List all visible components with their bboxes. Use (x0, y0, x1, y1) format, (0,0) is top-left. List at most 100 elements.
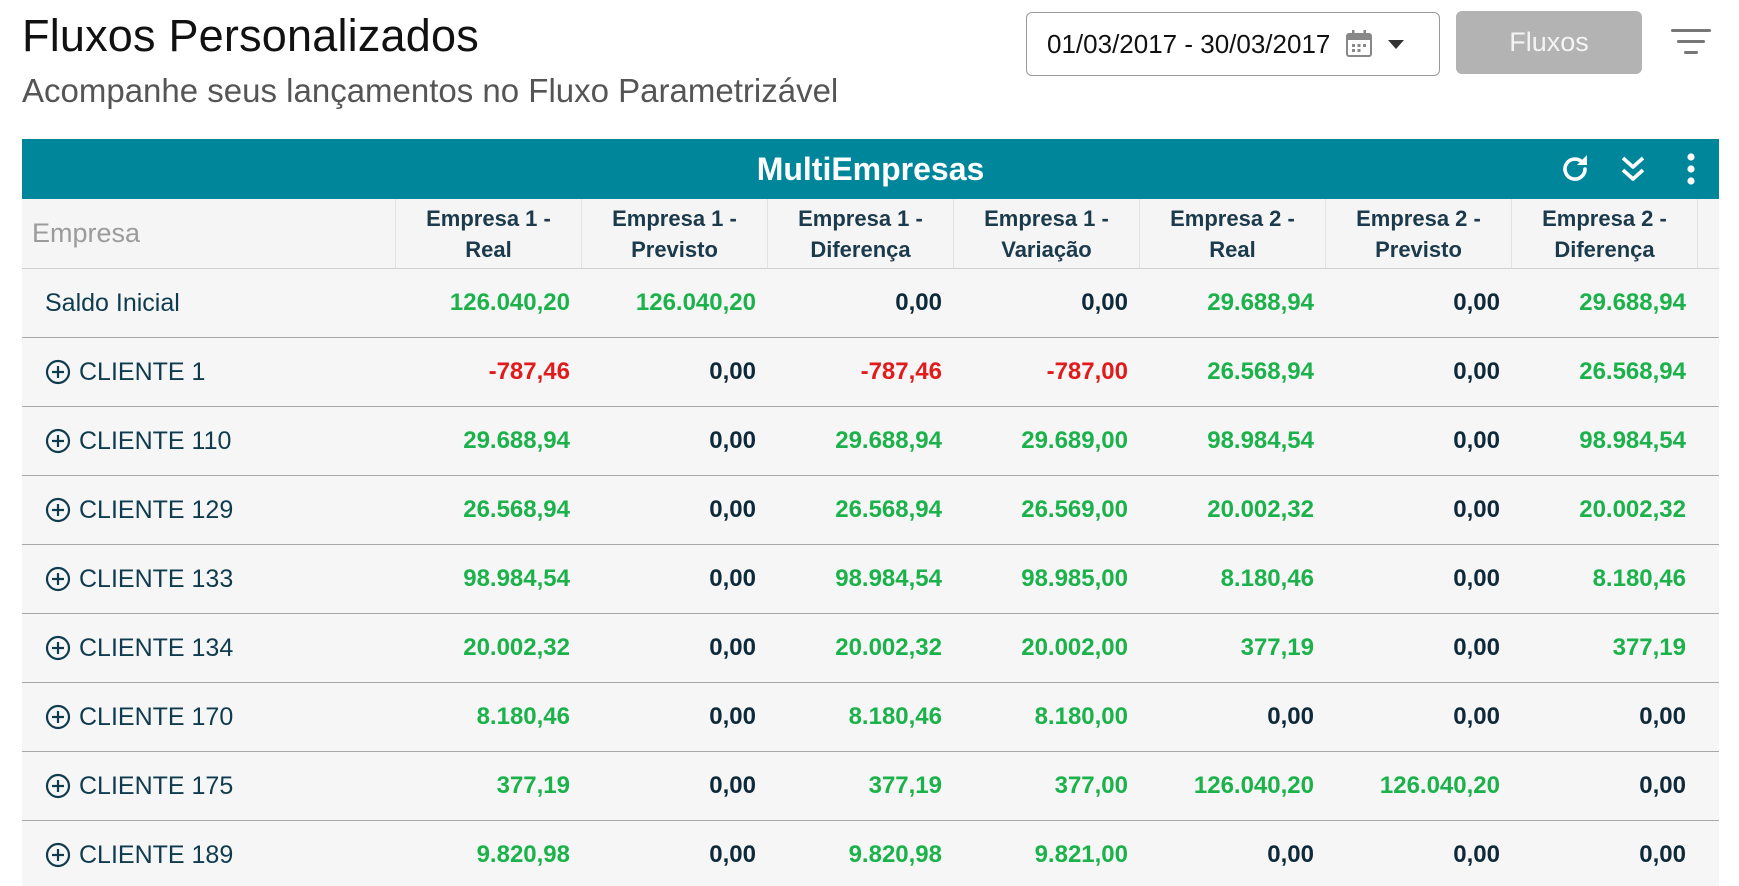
row-label: CLIENTE 175 (79, 771, 234, 800)
panel-title: MultiEmpresas (756, 150, 985, 187)
panel-actions (1555, 139, 1711, 199)
expand-plus-icon[interactable] (45, 497, 71, 523)
column-header-empresa-2-real[interactable]: Empresa 2 - Real (1140, 199, 1326, 268)
row-label-cell[interactable]: CLIENTE 129 (22, 476, 396, 544)
row-label: CLIENTE 129 (79, 495, 234, 524)
table-cell-value: -787,46 (860, 358, 942, 385)
table-cell-value: 0,00 (709, 358, 756, 385)
panel-header: MultiEmpresas (22, 139, 1719, 199)
table-cell-value: 29.688,94 (463, 427, 570, 454)
column-header-empresa-1-diferenca[interactable]: Empresa 1 - Diferença (768, 199, 954, 268)
table-cell-value: 0,00 (1267, 703, 1314, 730)
table-cell-value: 20.002,32 (835, 634, 942, 661)
table-cell-value: 98.984,54 (1579, 427, 1686, 454)
column-header-empresa-1-variacao[interactable]: Empresa 1 - Variação (954, 199, 1140, 268)
table-cell-value: 0,00 (1639, 772, 1686, 799)
table-cell-value: 98.984,54 (463, 565, 570, 592)
table-cell-value: 98.984,54 (1207, 427, 1314, 454)
table-cell-value: 26.568,94 (1207, 358, 1314, 385)
table-cell-value: 126.040,20 (449, 289, 570, 316)
expand-plus-icon[interactable] (45, 635, 71, 661)
table-cell-value: 0,00 (1453, 496, 1500, 523)
double-chevron-down-icon[interactable] (1613, 149, 1653, 189)
table-row[interactable]: CLIENTE 1 -787,46 0,00 -787,46 -787,00 26.568… (22, 338, 1719, 407)
table-cell-value: 0,00 (1639, 703, 1686, 730)
table-cell-value: 0,00 (709, 841, 756, 868)
table-cell-value: 8.180,46 (848, 703, 942, 730)
table-cell-value: 29.688,94 (1207, 289, 1314, 316)
table-body: Saldo Inicial 126.040,20 126.040,20 0,00 0,0… (22, 269, 1719, 886)
page-subtitle: Acompanhe seus lançamentos no Fluxo Para… (22, 72, 839, 109)
expand-plus-icon[interactable] (45, 773, 71, 799)
row-label-cell[interactable]: CLIENTE 189 (22, 821, 396, 886)
table-cell-value: -787,46 (488, 358, 570, 385)
table-cell-value: 126.040,20 (1193, 772, 1314, 799)
refresh-icon[interactable] (1555, 149, 1595, 189)
column-header-empresa[interactable]: Empresa (22, 199, 396, 268)
row-label-cell[interactable]: CLIENTE 170 (22, 683, 396, 751)
table-cell-value: 26.568,94 (463, 496, 570, 523)
expand-plus-icon[interactable] (45, 359, 71, 385)
table-cell-value: 29.688,94 (1579, 289, 1686, 316)
column-header-empresa-2-diferenca[interactable]: Empresa 2 - Diferença (1512, 199, 1698, 268)
table-cell-value: 0,00 (709, 703, 756, 730)
multiempresas-panel: MultiEmpresas (22, 139, 1719, 886)
table-cell-value: 377,19 (868, 772, 942, 799)
table-cell-value: 29.688,94 (835, 427, 942, 454)
table-cell-value: 0,00 (1453, 358, 1500, 385)
table-cell-value: 8.180,46 (476, 703, 570, 730)
expand-plus-icon[interactable] (45, 428, 71, 454)
table-cell-value: 0,00 (709, 565, 756, 592)
table-cell-value: 0,00 (1267, 841, 1314, 868)
expand-plus-icon[interactable] (45, 842, 71, 868)
column-header-empresa-1-previsto[interactable]: Empresa 1 - Previsto (582, 199, 768, 268)
table-cell-value: 9.821,00 (1034, 841, 1128, 868)
table-cell-value: 0,00 (1453, 565, 1500, 592)
table-row[interactable]: CLIENTE 134 20.002,32 0,00 20.002,32 20.002,… (22, 614, 1719, 683)
row-label: CLIENTE 170 (79, 702, 234, 731)
expand-plus-icon[interactable] (45, 566, 71, 592)
table-cell-value: 0,00 (709, 772, 756, 799)
table-row[interactable]: CLIENTE 133 98.984,54 0,00 98.984,54 98.985,… (22, 545, 1719, 614)
table-cell-value: 9.820,98 (848, 841, 942, 868)
table-cell-value: 0,00 (1453, 841, 1500, 868)
table-row[interactable]: CLIENTE 110 29.688,94 0,00 29.688,94 29.689,… (22, 407, 1719, 476)
row-label-cell[interactable]: CLIENTE 175 (22, 752, 396, 820)
table-cell-value: 0,00 (709, 634, 756, 661)
date-range-picker[interactable]: 01/03/2017 - 30/03/2017 (1026, 12, 1440, 76)
row-label-cell: Saldo Inicial (22, 269, 396, 337)
table-cell-value: 0,00 (709, 496, 756, 523)
table-cell-value: 377,19 (496, 772, 570, 799)
table-row[interactable]: CLIENTE 129 26.568,94 0,00 26.568,94 26.569,… (22, 476, 1719, 545)
table-cell-value: 8.180,46 (1592, 565, 1686, 592)
table-cell-value: 26.569,00 (1021, 496, 1128, 523)
column-header-empresa-2-previsto[interactable]: Empresa 2 - Previsto (1326, 199, 1512, 268)
table-cell-value: 8.180,46 (1220, 565, 1314, 592)
table-row[interactable]: CLIENTE 170 8.180,46 0,00 8.180,46 8.180,00 0… (22, 683, 1719, 752)
table-cell-value: 0,00 (1639, 841, 1686, 868)
column-header-empresa-1-real[interactable]: Empresa 1 - Real (396, 199, 582, 268)
table-row[interactable]: CLIENTE 175 377,19 0,00 377,19 377,00 126.040… (22, 752, 1719, 821)
table-cell-value: 0,00 (1453, 634, 1500, 661)
more-vertical-icon[interactable] (1671, 149, 1711, 189)
chevron-down-icon (1388, 39, 1405, 49)
table-cell-value: 26.568,94 (835, 496, 942, 523)
row-label-cell[interactable]: CLIENTE 1 (22, 338, 396, 406)
fluxos-button[interactable]: Fluxos (1456, 11, 1642, 74)
table-cell-value: 26.568,94 (1579, 358, 1686, 385)
table-cell-value: 0,00 (1453, 427, 1500, 454)
row-label-cell[interactable]: CLIENTE 133 (22, 545, 396, 613)
table-cell-value: 126.040,20 (635, 289, 756, 316)
filter-icon[interactable] (1670, 26, 1712, 58)
table-cell-value: 29.689,00 (1021, 427, 1128, 454)
row-label-cell[interactable]: CLIENTE 134 (22, 614, 396, 682)
page-title: Fluxos Personalizados (22, 10, 479, 61)
date-range-value: 01/03/2017 - 30/03/2017 (1047, 28, 1331, 59)
table-row[interactable]: CLIENTE 189 9.820,98 0,00 9.820,98 9.821,00 0… (22, 821, 1719, 886)
row-label-cell[interactable]: CLIENTE 110 (22, 407, 396, 475)
table-row: Saldo Inicial 126.040,20 126.040,20 0,00 0,0… (22, 269, 1719, 338)
expand-plus-icon[interactable] (45, 704, 71, 730)
table-cell-value: 0,00 (895, 289, 942, 316)
row-label: Saldo Inicial (45, 288, 180, 317)
table-cell-value: 20.002,32 (1579, 496, 1686, 523)
